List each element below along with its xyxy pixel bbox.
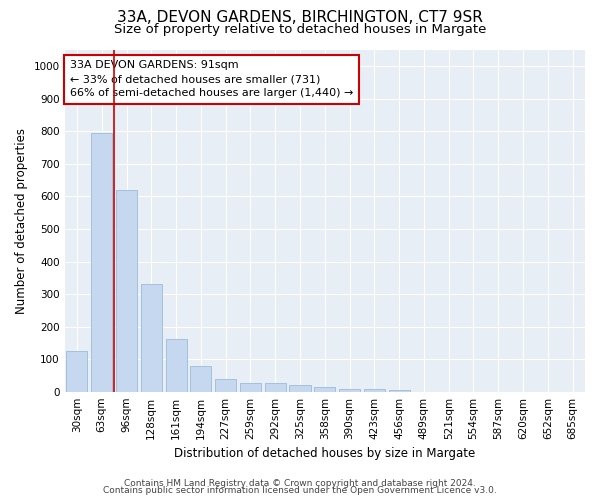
Bar bbox=[116, 190, 137, 392]
Text: Contains HM Land Registry data © Crown copyright and database right 2024.: Contains HM Land Registry data © Crown c… bbox=[124, 478, 476, 488]
Bar bbox=[314, 387, 335, 392]
Bar bbox=[240, 382, 261, 392]
Bar bbox=[91, 133, 112, 392]
Bar bbox=[364, 389, 385, 392]
Text: Contains public sector information licensed under the Open Government Licence v3: Contains public sector information licen… bbox=[103, 486, 497, 495]
X-axis label: Distribution of detached houses by size in Margate: Distribution of detached houses by size … bbox=[174, 447, 475, 460]
Bar bbox=[141, 284, 162, 392]
Text: Size of property relative to detached houses in Margate: Size of property relative to detached ho… bbox=[114, 22, 486, 36]
Text: 33A, DEVON GARDENS, BIRCHINGTON, CT7 9SR: 33A, DEVON GARDENS, BIRCHINGTON, CT7 9SR bbox=[117, 10, 483, 25]
Text: 33A DEVON GARDENS: 91sqm
← 33% of detached houses are smaller (731)
66% of semi-: 33A DEVON GARDENS: 91sqm ← 33% of detach… bbox=[70, 60, 353, 98]
Bar bbox=[389, 390, 410, 392]
Bar bbox=[265, 383, 286, 392]
Bar bbox=[190, 366, 211, 392]
Y-axis label: Number of detached properties: Number of detached properties bbox=[15, 128, 28, 314]
Bar bbox=[289, 384, 311, 392]
Bar bbox=[339, 389, 360, 392]
Bar bbox=[215, 378, 236, 392]
Bar bbox=[67, 351, 88, 392]
Bar bbox=[166, 339, 187, 392]
